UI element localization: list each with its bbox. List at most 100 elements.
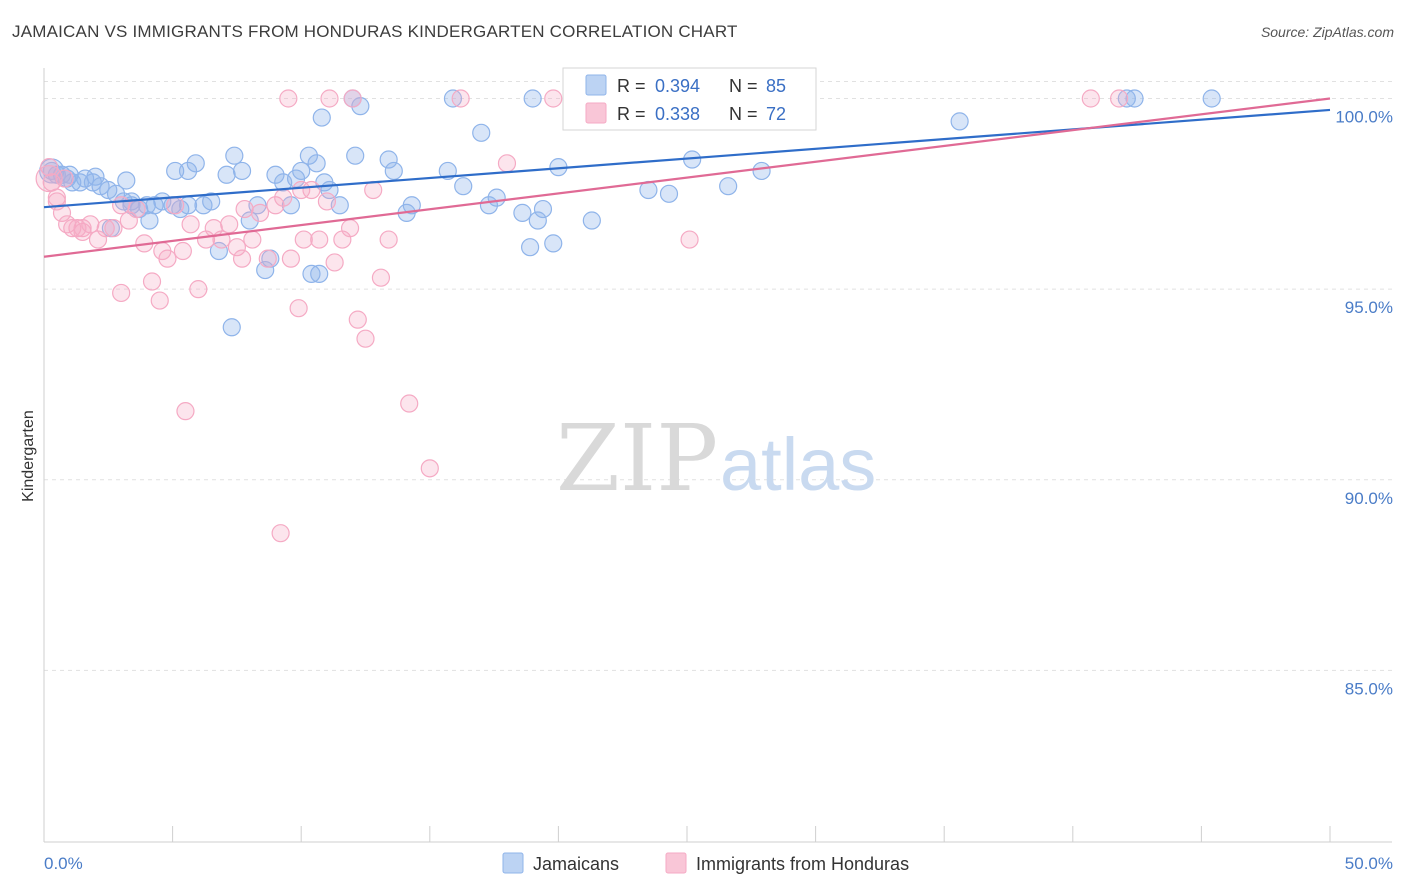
legend-n-value-0: 85 [766,76,786,96]
data-point [186,154,205,173]
legend: R = 0.394 N = 85 R = 0.338 N = 72 [562,67,817,131]
data-point [52,203,72,222]
data-point [86,167,105,186]
data-point [117,171,136,190]
data-point [178,161,198,181]
data-point [443,89,463,108]
legend-r-label-0: R = [617,76,646,96]
axes [43,68,1392,843]
data-point [256,260,275,280]
data-point [104,219,123,238]
trend-lines [43,97,1331,258]
data-point [189,280,208,299]
data-point [364,180,383,200]
data-point [307,154,326,173]
data-point [950,112,969,131]
chart-source: Source: ZipAtlas.com [1260,24,1394,40]
data-point [181,215,200,234]
data-point [292,161,311,181]
data-point [346,146,365,165]
data-point [379,230,398,249]
data-point [325,253,344,272]
data-point [472,123,491,142]
data-point [240,211,259,230]
data-point [243,230,262,249]
trend-line-jamaicans [43,108,1331,209]
data-point [209,241,228,261]
data-point [719,177,738,196]
data-point [1202,89,1221,108]
data-point [1125,89,1144,108]
y-tick-labels: 100.0% 95.0% 90.0% 85.0% [1335,108,1393,699]
data-point [523,89,542,108]
data-point [752,161,771,181]
data-point [544,234,563,253]
data-point-cluster [35,164,63,193]
data-point [299,146,319,165]
bottom-legend-label-jamaicans: Jamaicans [533,854,619,874]
data-point [310,230,329,249]
data-point [281,196,301,215]
x-tick-label-min: 0.0% [44,854,83,873]
data-point [166,196,185,215]
bottom-legend-swatch-jamaicans [502,852,524,874]
data-point [343,89,362,108]
data-point [356,329,375,348]
data-point [371,268,391,287]
data-point [232,161,252,181]
data-point [63,219,82,238]
data-point [235,199,254,219]
data-point [137,196,156,215]
data-point [266,196,285,215]
data-point [384,161,403,181]
legend-r-value-0: 0.394 [655,76,700,96]
data-point [222,318,241,337]
trend-line-honduras [43,97,1331,258]
data-point [487,188,506,207]
watermark-zip: ZIP [556,405,718,512]
data-point [451,89,470,108]
data-point [166,161,185,181]
y-tick-label: 100.0% [1335,108,1393,127]
data-point [438,161,457,181]
data-point [320,89,339,108]
data-point [348,310,367,329]
y-tick-label: 95.0% [1345,298,1393,317]
data-point [227,238,246,257]
chart-title: JAMAICAN VS IMMIGRANTS FROM HONDURAS KIN… [12,22,738,41]
y-tick-label: 85.0% [1345,679,1393,698]
legend-n-label-1: N = [729,104,758,124]
data-point [40,158,59,177]
data-point [402,196,421,215]
data-point [266,165,285,184]
legend-r-label-1: R = [617,104,646,124]
data-point [528,211,547,230]
bottom-legend-label-honduras: Immigrants from Honduras [696,854,909,874]
data-point [258,249,277,268]
x-tick-labels: 0.0% 50.0% [44,854,1393,873]
data-point [292,180,311,200]
bottom-legend-swatch-honduras [665,852,687,874]
data-point [232,249,252,268]
data-point [140,211,159,230]
data-point [274,188,293,207]
data-point [659,184,679,203]
y-tick-label: 90.0% [1345,489,1393,508]
data-point [173,241,192,261]
data-point [521,238,540,257]
data-point [351,97,370,116]
watermark: ZIP atlas [556,405,876,512]
data-point [497,154,517,173]
y-axis-title: Kindergarten [20,410,37,502]
data-point [217,165,236,184]
data-point [225,146,244,165]
data-point [96,219,115,238]
data-point [150,291,169,310]
bottom-legend: Jamaicans Immigrants from Honduras [502,852,909,874]
x-tick-label-max: 50.0% [1345,854,1393,873]
legend-r-value-1: 0.338 [655,104,700,124]
legend-swatch-jamaicans [585,74,607,96]
data-point [340,219,360,238]
data-point [680,230,699,249]
data-point [281,249,301,268]
